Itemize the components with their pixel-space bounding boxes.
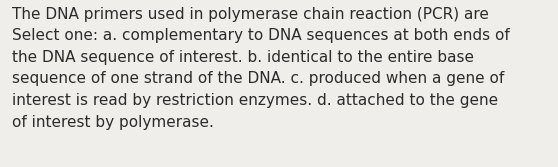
Text: The DNA primers used in polymerase chain reaction (PCR) are
Select one: a. compl: The DNA primers used in polymerase chain… bbox=[12, 7, 510, 130]
